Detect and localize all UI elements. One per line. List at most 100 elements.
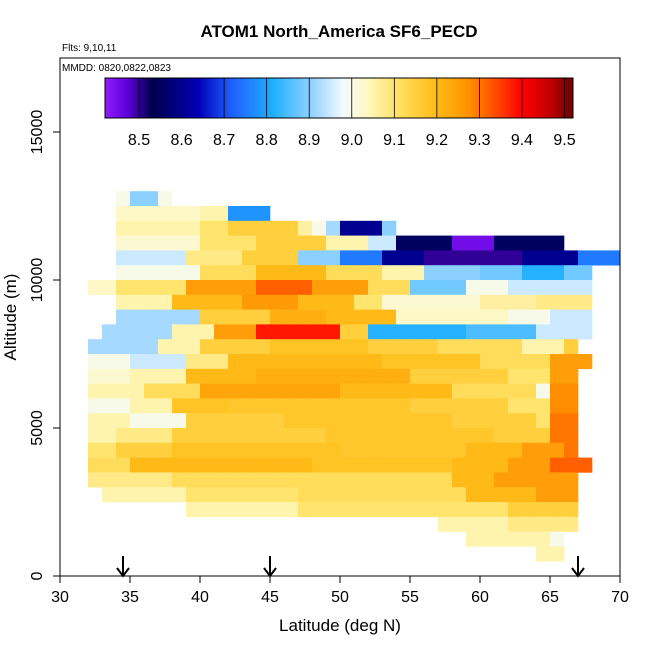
heatmap-cell <box>424 265 439 281</box>
heatmap-cell <box>522 324 537 340</box>
heatmap-cell <box>242 339 257 355</box>
heatmap-cell <box>396 309 411 325</box>
heatmap-cell <box>382 413 397 429</box>
heatmap-cell <box>536 428 551 444</box>
heatmap-cell <box>158 339 173 355</box>
heatmap-cell <box>158 280 173 296</box>
heatmap-cell <box>564 309 579 325</box>
heatmap-cell <box>494 250 509 266</box>
heatmap-cell <box>88 354 103 370</box>
heatmap-cell <box>522 413 537 429</box>
heatmap-cell <box>494 487 509 503</box>
heatmap-cell <box>452 354 467 370</box>
heatmap-cell <box>158 309 173 325</box>
heatmap-cell <box>186 457 201 473</box>
heatmap-cell <box>550 280 565 296</box>
heatmap-cell <box>102 324 117 340</box>
heatmap-cell <box>158 442 173 458</box>
heatmap-cell <box>354 324 369 340</box>
heatmap-cell <box>228 457 243 473</box>
heatmap-cell <box>116 191 131 207</box>
heatmap-cell <box>354 339 369 355</box>
heatmap-cell <box>144 487 159 503</box>
heatmap-cell <box>116 309 131 325</box>
heatmap-cell <box>396 398 411 414</box>
colorbar-tick-label: 9.2 <box>426 132 448 149</box>
heatmap-cell <box>298 442 313 458</box>
heatmap-cell <box>270 294 285 310</box>
heatmap-cell <box>410 502 425 518</box>
heatmap-cell <box>550 368 565 384</box>
heatmap-cell <box>368 383 383 399</box>
heatmap-cell <box>438 324 453 340</box>
heatmap-cell <box>284 280 299 296</box>
heatmap-cell <box>368 324 383 340</box>
flight-arrow-icon <box>263 556 277 578</box>
heatmap-cell <box>368 235 383 251</box>
heatmap-cell <box>144 280 159 296</box>
heatmap-cell <box>242 280 257 296</box>
heatmap-cell <box>144 206 159 222</box>
heatmap-cell <box>228 354 243 370</box>
heatmap-cell <box>494 428 509 444</box>
heatmap-cell <box>466 294 481 310</box>
heatmap-cell <box>382 339 397 355</box>
heatmap-cell <box>494 294 509 310</box>
colorbar-tick-label: 8.9 <box>298 132 320 149</box>
heatmap-cell <box>340 265 355 281</box>
heatmap-cell <box>564 442 579 458</box>
heatmap-cell <box>494 309 509 325</box>
heatmap-cell <box>228 250 243 266</box>
heatmap-cell <box>354 472 369 488</box>
heatmap-cell <box>536 265 551 281</box>
heatmap-cell <box>396 457 411 473</box>
heatmap-cell <box>452 502 467 518</box>
heatmap-cell <box>298 235 313 251</box>
heatmap-cell <box>130 235 145 251</box>
heatmap-cell <box>466 309 481 325</box>
heatmap-cell <box>298 502 313 518</box>
heatmap-cell <box>130 220 145 236</box>
heatmap-cell <box>326 324 341 340</box>
heatmap-cell <box>144 265 159 281</box>
heatmap-cell <box>186 502 201 518</box>
heatmap-cell <box>326 339 341 355</box>
heatmap-cell <box>466 442 481 458</box>
heatmap-cell <box>270 220 285 236</box>
heatmap-cell <box>116 339 131 355</box>
heatmap-cell <box>480 324 495 340</box>
heatmap-cell <box>508 502 523 518</box>
heatmap-cell <box>298 472 313 488</box>
heatmap-cell <box>354 235 369 251</box>
x-tick-label: 40 <box>191 589 209 606</box>
heatmap-cell <box>130 280 145 296</box>
heatmap-cell <box>214 220 229 236</box>
heatmap-cell <box>536 280 551 296</box>
heatmap-cell <box>550 309 565 325</box>
heatmap-cell <box>158 206 173 222</box>
colorbar-tick-label: 8.5 <box>128 132 150 149</box>
heatmap-cell <box>550 339 565 355</box>
heatmap-cell <box>270 265 285 281</box>
heatmap-cell <box>564 280 579 296</box>
heatmap-cell <box>228 294 243 310</box>
heatmap-cell <box>424 398 439 414</box>
heatmap-cell <box>354 383 369 399</box>
heatmap-cell <box>116 235 131 251</box>
heatmap-cell <box>298 487 313 503</box>
heatmap-cell <box>214 457 229 473</box>
heatmap-cell <box>340 472 355 488</box>
colorbar-tick-label: 8.8 <box>256 132 278 149</box>
heatmap-cell <box>312 472 327 488</box>
heatmap-cell <box>200 250 215 266</box>
heatmap-cell <box>522 398 537 414</box>
heatmap-cell <box>480 531 495 547</box>
heatmap-cell <box>536 354 551 370</box>
heatmap-cell <box>326 502 341 518</box>
heatmap-cell <box>284 220 299 236</box>
heatmap-cell <box>508 472 523 488</box>
heatmap-cell <box>368 265 383 281</box>
heatmap-cell <box>242 250 257 266</box>
heatmap-cell <box>284 413 299 429</box>
heatmap-cell <box>382 235 397 251</box>
